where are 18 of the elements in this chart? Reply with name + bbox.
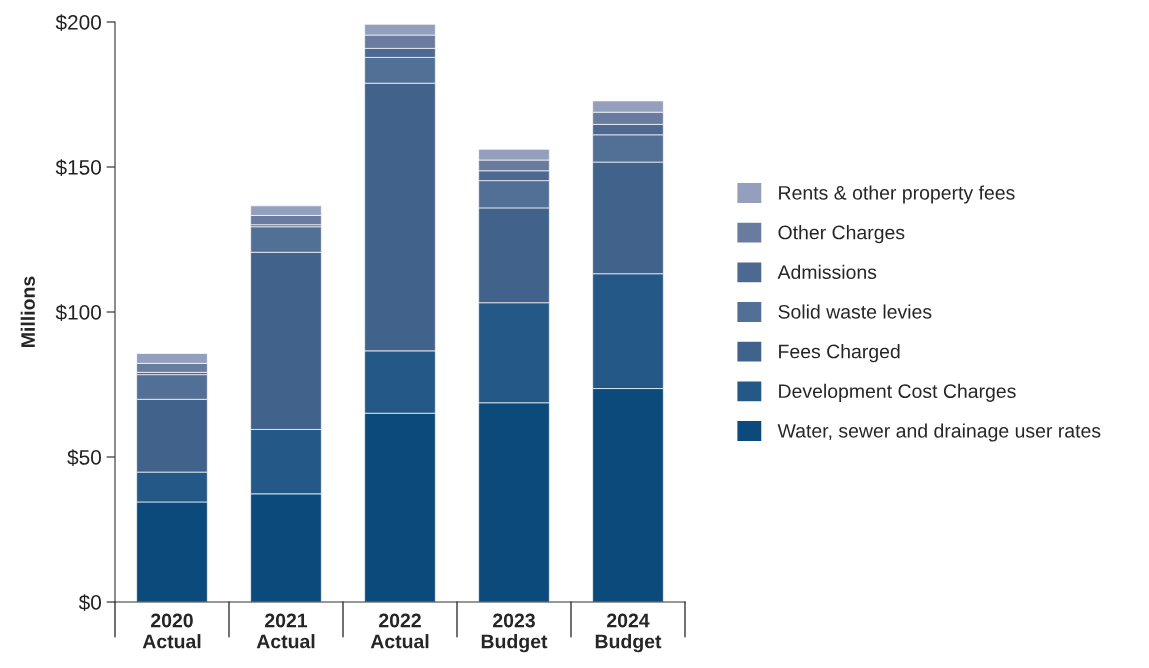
legend-label: Fees Charged (779, 344, 900, 363)
y-axis-title: Millions (20, 276, 35, 347)
legend-label: Solid waste levies (778, 304, 932, 319)
y-tick-label: $200 (55, 14, 101, 31)
legend-label: Development Cost Charges (779, 383, 1016, 402)
y-tick-label: $50 (67, 449, 101, 466)
x-tick-label: 2024 Budget (595, 613, 662, 653)
legend-label: Water, sewer and drainage user rates (777, 423, 1101, 442)
x-tick-label: 2023 Budget (481, 613, 548, 653)
y-tick-label: $100 (55, 304, 101, 321)
legend-label: Admissions (777, 264, 877, 280)
x-tick-label: 2020 Actual (142, 613, 201, 649)
y-tick-label: $150 (55, 159, 101, 176)
y-tick-label: $0 (78, 594, 101, 611)
legend-label: Other Charges (778, 225, 905, 244)
x-tick-label: 2021 Actual (256, 613, 315, 649)
legend-label: Rents & other property fees (779, 185, 1015, 204)
x-tick-label: 2022 Actual (370, 613, 429, 649)
